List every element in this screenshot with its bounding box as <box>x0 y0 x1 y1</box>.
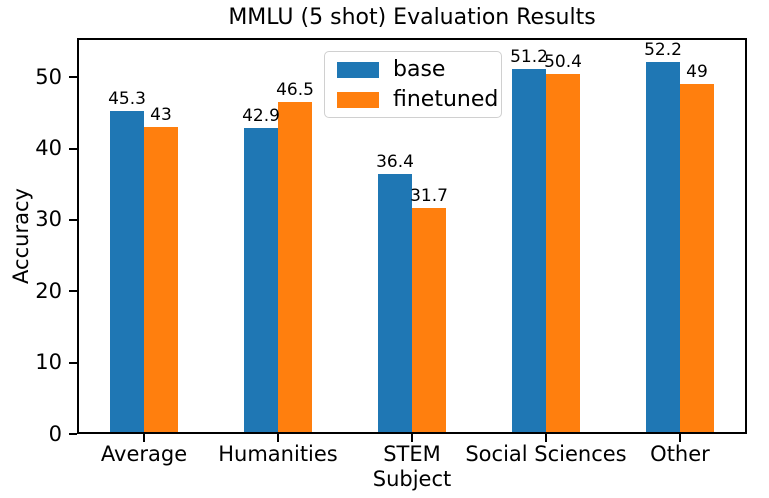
chart-title: MMLU (5 shot) Evaluation Results <box>228 5 596 30</box>
bar-base-social-sciences <box>512 68 546 432</box>
bar-value-label-base-average: 45.3 <box>108 88 146 109</box>
y-tick-label: 30 <box>35 207 62 232</box>
legend: base finetuned <box>324 51 502 118</box>
bar-base-stem <box>378 174 412 432</box>
legend-item-finetuned: finetuned <box>337 87 498 112</box>
bar-value-label-base-stem: 36.4 <box>376 152 414 173</box>
bar-base-humanities <box>244 127 278 432</box>
x-tick-label-other: Other <box>650 442 710 466</box>
y-tick-mark <box>69 290 77 293</box>
bar-value-label-finetuned-social-sciences: 50.4 <box>544 52 582 73</box>
bar-finetuned-average <box>144 127 178 432</box>
x-axis-label: Subject <box>372 467 452 491</box>
bar-value-label-finetuned-other: 49 <box>686 62 708 83</box>
x-tick-label-humanities: Humanities <box>218 442 338 466</box>
x-tick-label-social-sciences: Social Sciences <box>465 442 627 466</box>
x-tick-mark <box>411 434 413 442</box>
legend-label-base: base <box>393 56 446 82</box>
x-tick-mark <box>277 434 279 442</box>
y-tick-label: 20 <box>35 278 62 303</box>
bar-finetuned-stem <box>412 207 446 432</box>
legend-swatch-finetuned <box>337 91 379 108</box>
bar-base-other <box>646 61 680 432</box>
y-tick-label: 50 <box>35 64 62 89</box>
y-tick-mark <box>69 218 77 221</box>
bar-base-average <box>110 110 144 432</box>
bar-value-label-finetuned-average: 43 <box>150 105 172 126</box>
x-tick-mark <box>679 434 681 442</box>
bar-finetuned-other <box>680 84 714 432</box>
y-tick-mark <box>69 76 77 79</box>
y-tick-label: 10 <box>35 350 62 375</box>
y-tick-mark <box>69 147 77 150</box>
x-tick-mark <box>143 434 145 442</box>
bar-value-label-base-humanities: 42.9 <box>242 105 280 126</box>
x-tick-label-average: Average <box>100 442 188 466</box>
bar-finetuned-social-sciences <box>546 74 580 432</box>
x-tick-mark <box>545 434 547 442</box>
y-tick-label: 40 <box>35 136 62 161</box>
bar-value-label-finetuned-humanities: 46.5 <box>276 80 314 101</box>
y-tick-label: 0 <box>48 421 62 446</box>
legend-item-base: base <box>337 56 489 82</box>
bar-finetuned-humanities <box>278 102 312 432</box>
y-axis-label: Accuracy <box>9 188 33 284</box>
y-tick-mark <box>69 361 77 364</box>
bar-value-label-finetuned-stem: 31.7 <box>410 185 448 206</box>
bar-value-label-base-social-sciences: 51.2 <box>510 46 548 67</box>
legend-swatch-base <box>337 61 379 78</box>
x-tick-label-stem: STEM <box>383 442 441 466</box>
bar-value-label-base-other: 52.2 <box>644 39 682 60</box>
y-tick-mark <box>69 433 77 435</box>
legend-label-finetuned: finetuned <box>393 86 499 112</box>
